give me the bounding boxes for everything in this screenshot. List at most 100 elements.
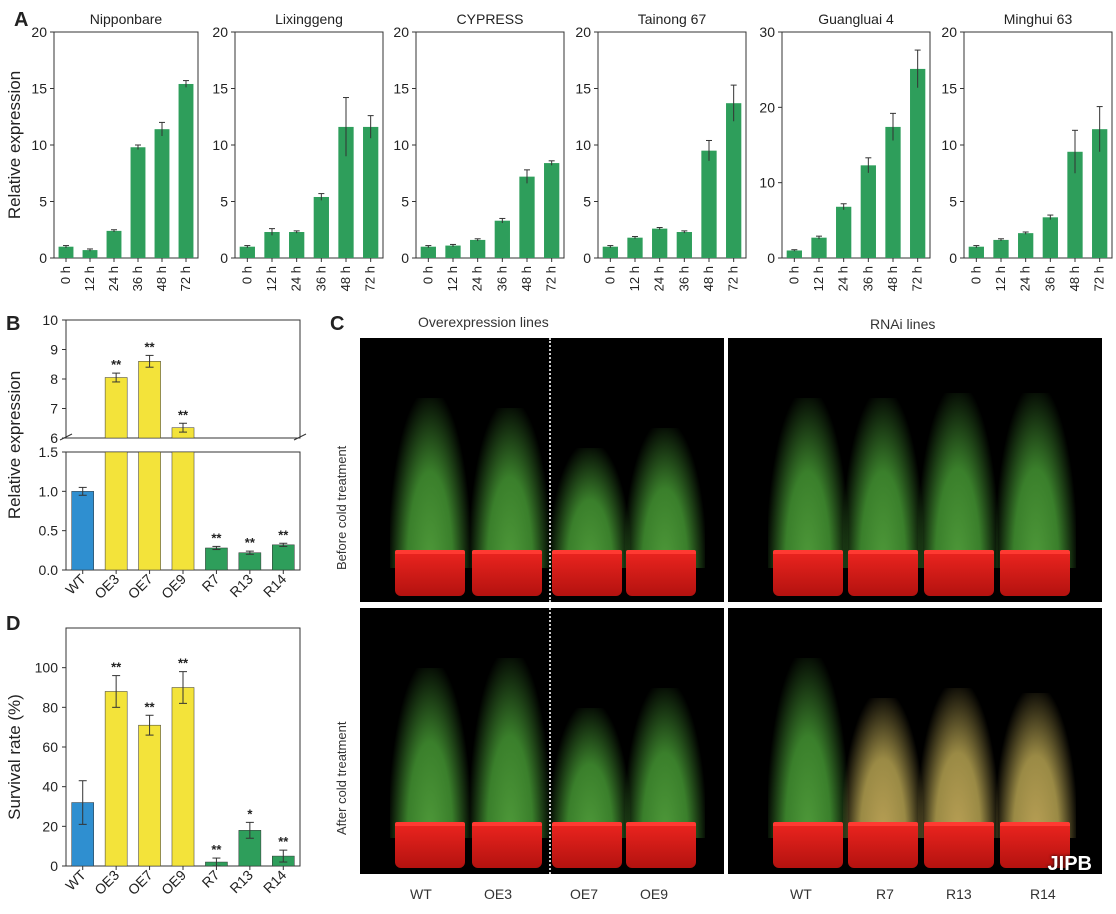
a3-ytick-label-0: 0 [583, 250, 591, 266]
a5-ytick-label-1: 5 [949, 194, 957, 210]
d-ytick-label-1: 20 [42, 818, 58, 834]
b-significance-3: ** [178, 407, 189, 422]
a5-bar-4 [1067, 151, 1083, 258]
d-bar-3 [171, 687, 195, 867]
a3-ytick-label-4: 20 [575, 24, 591, 40]
d-significance-5: * [247, 806, 253, 821]
a1-bar-5 [363, 126, 379, 258]
a0-xtick-label-4: 48 h [154, 266, 169, 291]
a5-bar-2 [1018, 233, 1034, 258]
panel-letter-b: B [6, 313, 20, 335]
a4-xtick-label-4: 48 h [885, 266, 900, 291]
a3-title: Tainong 67 [638, 11, 707, 27]
a0-ylabel: Relative expression [5, 71, 24, 219]
a3-bar-0 [602, 246, 618, 258]
a5-xtick-label-2: 24 h [1018, 266, 1033, 291]
d-ytick-label-0: 0 [50, 858, 58, 874]
d-significance-6: ** [278, 834, 289, 849]
a4-bar-5 [910, 68, 926, 258]
a2-title: CYPRESS [457, 11, 524, 27]
b-significance-4: ** [211, 530, 222, 545]
row-label-before: Before cold treatment [334, 445, 349, 570]
b-xtick-label-4: R7 [199, 571, 223, 595]
a2-bar-0 [420, 246, 436, 258]
a4-xtick-label-2: 24 h [836, 266, 851, 291]
photo-overexpression-before [360, 338, 724, 602]
a3-bar-4 [701, 150, 717, 258]
a0-xtick-label-1: 12 h [82, 266, 97, 291]
a0-xtick-label-0: 0 h [58, 266, 73, 284]
a1-ytick-label-1: 5 [220, 194, 228, 210]
b-break-mark-right [293, 433, 307, 441]
a3-ytick-label-2: 10 [575, 137, 591, 153]
a3-plot-frame [597, 31, 747, 259]
a2-ytick-label-4: 20 [393, 24, 409, 40]
photo-label-r7: R7 [876, 886, 894, 902]
d-significance-4: ** [211, 842, 222, 857]
a1-plot-frame [234, 31, 384, 259]
a2-bar-1 [445, 245, 461, 258]
row-label-after: After cold treatment [334, 721, 349, 835]
b-significance-6: ** [278, 527, 289, 542]
a1-ytick-label-3: 15 [212, 81, 228, 97]
panel-letter-a: A [14, 9, 28, 31]
a2-xtick-label-0: 0 h [420, 266, 435, 284]
d-xtick-label-4: R7 [199, 867, 223, 891]
a2-ytick-label-0: 0 [401, 250, 409, 266]
b-ytick-lower-label-0: 0.0 [39, 562, 59, 578]
a0-ytick-label-2: 10 [31, 137, 47, 153]
b-ytick-upper-label-1: 7 [50, 401, 58, 417]
a4-xtick-label-5: 72 h [910, 266, 925, 291]
photo-label-wt-rnai: WT [790, 886, 812, 902]
a0-title: Nipponbare [90, 11, 163, 27]
a2-bar-2 [470, 239, 486, 258]
a0-bar-2 [106, 230, 122, 258]
d-ytick-label-5: 100 [35, 660, 59, 676]
photo-label-oe9: OE9 [640, 886, 669, 902]
panel-letter-d: D [6, 613, 20, 635]
b-bar-lower-3 [171, 451, 195, 571]
photo-rnai-after: JIPB [728, 608, 1102, 874]
a4-ytick-label-0: 0 [767, 250, 775, 266]
a0-bar-3 [130, 147, 146, 258]
a5-xtick-label-3: 36 h [1042, 266, 1057, 291]
a4-ytick-label-1: 10 [759, 175, 775, 191]
a4-bar-1 [811, 237, 827, 258]
a0-ytick-label-4: 20 [31, 24, 47, 40]
a5-ytick-label-2: 10 [941, 137, 957, 153]
d-significance-1: ** [111, 660, 122, 675]
a3-ytick-label-1: 5 [583, 194, 591, 210]
d-xtick-label-6: R14 [260, 867, 290, 897]
b-xtick-label-6: R14 [260, 571, 290, 601]
a3-xtick-label-0: 0 h [602, 266, 617, 284]
a4-xtick-label-1: 12 h [811, 266, 826, 291]
a0-ytick-label-3: 15 [31, 81, 47, 97]
a3-bar-3 [676, 232, 692, 258]
a3-xtick-label-1: 12 h [627, 266, 642, 291]
a3-bar-2 [652, 228, 668, 258]
a2-ytick-label-1: 5 [401, 194, 409, 210]
b-bar-0 [71, 491, 94, 571]
b-ytick-lower-label-1: 0.5 [39, 523, 59, 539]
b-ytick-upper-label-2: 8 [50, 371, 58, 387]
a5-ytick-label-0: 0 [949, 250, 957, 266]
b-bar-5 [238, 552, 262, 571]
d-xtick-label-2: OE7 [125, 867, 156, 898]
a5-bar-3 [1042, 217, 1058, 258]
a0-ytick-label-1: 5 [39, 194, 47, 210]
a1-ytick-label-2: 10 [212, 137, 228, 153]
b-xtick-label-3: OE9 [158, 571, 189, 602]
b-bar-upper-1 [104, 377, 128, 439]
a1-bar-1 [264, 232, 280, 258]
rnai-title: RNAi lines [870, 316, 936, 332]
a4-plot-frame [781, 31, 931, 259]
a3-ytick-label-3: 15 [575, 81, 591, 97]
d-xtick-label-0: WT [62, 866, 89, 893]
d-significance-2: ** [145, 699, 156, 714]
b-xtick-label-5: R13 [227, 571, 257, 601]
b-xtick-label-0: WT [62, 570, 89, 597]
a3-xtick-label-4: 48 h [701, 266, 716, 291]
d-bar-2 [138, 724, 161, 867]
a2-bar-4 [519, 176, 535, 258]
